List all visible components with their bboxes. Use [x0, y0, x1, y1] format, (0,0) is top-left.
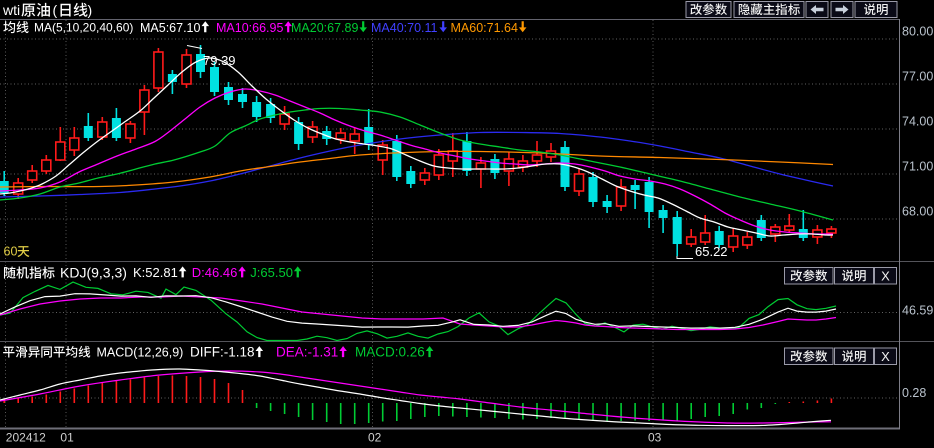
svg-text:60: 60 [4, 244, 18, 258]
svg-text:DEA:-1.31: DEA:-1.31 [276, 345, 338, 360]
svg-text:wti: wti [2, 2, 20, 18]
svg-text:X: X [881, 349, 890, 364]
svg-text:KDJ(9,3,3): KDJ(9,3,3) [60, 264, 127, 280]
svg-text:77.00: 77.00 [902, 69, 933, 83]
svg-text:80.00: 80.00 [902, 24, 933, 38]
svg-text:(: ( [53, 2, 58, 18]
svg-text:MACD(12,26,9): MACD(12,26,9) [97, 345, 184, 359]
svg-text:DIFF:-1.18: DIFF:-1.18 [190, 345, 255, 360]
svg-text:02: 02 [368, 431, 382, 445]
svg-text:71.00: 71.00 [902, 159, 933, 173]
svg-text:MA(5,10,20,40,60): MA(5,10,20,40,60) [34, 21, 133, 35]
svg-text:65.22: 65.22 [695, 244, 728, 259]
svg-text:MA20:67.89: MA20:67.89 [291, 21, 358, 35]
svg-text:MACD:0.26: MACD:0.26 [355, 345, 425, 360]
svg-text:68.00: 68.00 [902, 204, 933, 218]
svg-text:D:46.46: D:46.46 [192, 265, 238, 280]
svg-text:01: 01 [60, 431, 74, 445]
svg-text:MA60:71.64: MA60:71.64 [451, 21, 518, 35]
svg-text:46.59: 46.59 [902, 303, 933, 317]
svg-text:K:52.81: K:52.81 [133, 265, 178, 280]
svg-text:74.00: 74.00 [902, 114, 933, 128]
svg-text:0.28: 0.28 [902, 386, 926, 400]
svg-text:): ) [88, 2, 93, 18]
svg-text:79.39: 79.39 [203, 53, 236, 68]
svg-text:03: 03 [648, 431, 662, 445]
svg-text:MA5:67.10: MA5:67.10 [140, 21, 201, 35]
svg-text:J:65.50: J:65.50 [250, 265, 293, 280]
svg-text:X: X [881, 268, 890, 283]
svg-text:MA10:66.95: MA10:66.95 [216, 21, 283, 35]
svg-text:202412: 202412 [6, 431, 46, 445]
svg-text:MA40:70.11: MA40:70.11 [371, 21, 438, 35]
